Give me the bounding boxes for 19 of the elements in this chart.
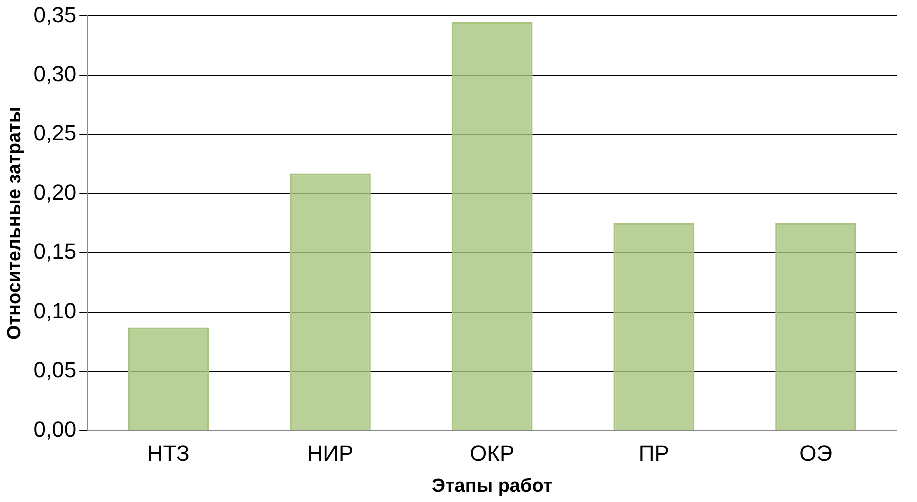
bar [614, 224, 695, 430]
y-tick-label: 0,15 [34, 239, 77, 264]
x-tick-label: ПР [638, 441, 670, 466]
y-axis-title: Относительные затраты [4, 106, 26, 340]
x-tick-label: ОКР [470, 441, 515, 466]
x-tick-label: ОЭ [800, 441, 833, 466]
y-tick-label: 0,35 [34, 2, 77, 28]
y-tick-label: 0,25 [34, 120, 77, 146]
x-tick-label: НИР [307, 441, 354, 466]
y-tick-label: 0,05 [34, 358, 77, 383]
bar [128, 328, 210, 430]
y-tick-label: 0,30 [34, 61, 77, 86]
y-tick-label: 0,00 [34, 416, 77, 442]
bar [290, 174, 371, 430]
x-tick-label: НТЗ [147, 441, 190, 466]
y-tick-label: 0,20 [34, 180, 77, 205]
bar [776, 224, 857, 430]
y-tick-label: 0,10 [34, 298, 77, 324]
x-axis-title: Этапы работ [432, 476, 553, 497]
